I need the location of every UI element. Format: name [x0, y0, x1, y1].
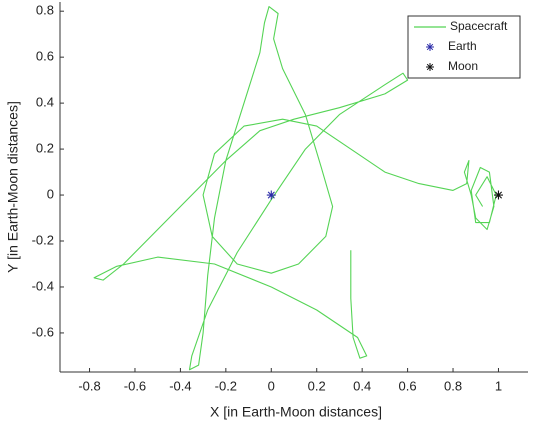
x-tick-label: -0.8 — [78, 378, 100, 393]
y-tick-label: -0.2 — [32, 232, 54, 247]
x-tick-label: -0.4 — [169, 378, 191, 393]
y-tick-label: 0.2 — [36, 141, 54, 156]
y-tick-label: -0.4 — [32, 278, 54, 293]
trajectory-line — [93, 6, 497, 371]
y-axis-title: Y [in Earth-Moon distances] — [5, 101, 21, 273]
legend-label: Earth — [448, 39, 477, 53]
legend-label: Moon — [448, 59, 478, 73]
x-tick-label: 0 — [268, 378, 275, 393]
y-tick-label: 0.6 — [36, 49, 54, 64]
x-axis-title: X [in Earth-Moon distances] — [210, 404, 382, 420]
x-tick-label: 1 — [495, 378, 502, 393]
x-tick-label: 0.2 — [308, 378, 326, 393]
legend-label: Spacecraft — [450, 19, 508, 33]
x-tick-label: -0.6 — [124, 378, 146, 393]
x-tick-label: 0.4 — [353, 378, 371, 393]
legend: Spacecraft Earth Moon — [407, 15, 521, 79]
x-tick-label: -0.2 — [215, 378, 237, 393]
marker — [493, 190, 503, 200]
legend-marker — [426, 43, 434, 51]
y-tick-label: 0.4 — [36, 95, 54, 110]
y-tick-label: -0.6 — [32, 324, 54, 339]
legend-marker — [426, 63, 434, 71]
marker — [266, 190, 276, 200]
x-tick-label: 0.6 — [399, 378, 417, 393]
y-tick-label: 0.8 — [36, 3, 54, 18]
x-tick-label: 0.8 — [444, 378, 462, 393]
y-tick-label: 0 — [47, 186, 54, 201]
